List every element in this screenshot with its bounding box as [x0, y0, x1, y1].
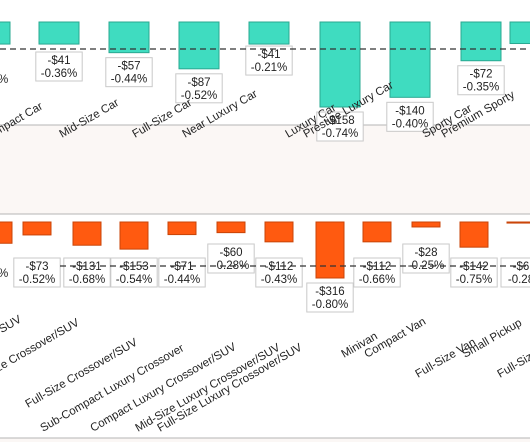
bar-bottom-label-5-percent: -0.44%	[164, 274, 200, 286]
bar-label-7-box	[457, 65, 505, 96]
bar-label-2-percent: -0.44%	[111, 74, 147, 86]
bar-label-5-box	[316, 111, 364, 142]
percent-label-partial-left: %	[0, 74, 8, 86]
bar-bottom-label-3-percent: -0.68%	[69, 274, 105, 286]
bar-bottom-5	[167, 221, 197, 236]
bar-bottom-12	[506, 221, 530, 224]
bar-bottom-label-5-box	[158, 257, 206, 288]
bar-label-7-percent: -0.35%	[463, 82, 499, 94]
bar-bottom-label-9-value: -$112	[363, 261, 392, 273]
bar-bottom-label-4-percent: -0.54%	[116, 274, 152, 286]
bar-bottom-label-12-box	[500, 257, 530, 288]
bar-bottom-label-7-value: -$112	[265, 261, 294, 273]
bar-label-2-box	[105, 57, 153, 88]
bar-label-4-value: -$41	[257, 49, 280, 61]
bar-bottom-label-8-value: -$316	[315, 286, 344, 298]
bar-bottom-label-2-value: -$73	[25, 261, 48, 273]
bar-bottom-label-7-box	[255, 257, 303, 288]
bar-bottom-label-7-percent: -0.43%	[261, 274, 297, 286]
bar-2	[108, 21, 150, 54]
bar-bottom-label-4-value: -$153	[119, 261, 148, 273]
bar-bottom-label-8-box	[306, 282, 354, 313]
bar-bottom-label-8-percent: -0.80%	[312, 299, 348, 311]
bar-6	[389, 21, 431, 98]
bar-bottom-8	[315, 221, 345, 279]
bar-label-4-percent: -0.21%	[251, 62, 287, 74]
bar-bottom-label-10-percent: -0.25%	[408, 260, 444, 272]
bar-bottom-label-4-box	[110, 257, 158, 288]
bar-partial-left	[0, 21, 11, 45]
bar-5	[319, 21, 361, 108]
bar-bottom-label-2-percent: -0.52%	[19, 274, 55, 286]
bar-label-1-percent: -0.36%	[41, 68, 77, 80]
bar-bottom-label-3-value: -$131	[72, 261, 101, 273]
bar-label-4-box	[245, 45, 293, 76]
bar-bottom-3	[72, 221, 102, 246]
bar-4	[248, 21, 290, 45]
bar-label-2-value: -$57	[117, 61, 140, 73]
bar-bottom-label-10-value: -$28	[414, 247, 437, 259]
bar-bottom-label-9-percent: -0.66%	[359, 274, 395, 286]
bar-bottom-2	[22, 221, 52, 236]
bar-bottom-label-2-box	[13, 257, 61, 288]
bar-label-5-percent: -0.74%	[322, 128, 358, 140]
bar-bottom-label-11-percent: -0.75%	[456, 274, 492, 286]
bar-bottom-10	[411, 221, 441, 228]
bar-label-3-value: -$87	[187, 77, 210, 89]
bar-bottom-label-5-value: -$71	[170, 261, 193, 273]
bar-label-1-box	[35, 51, 83, 82]
bar-bottom-label-11-box	[450, 257, 498, 288]
bar-label-6-value: -$140	[395, 105, 424, 117]
bar-bottom-label-3-box	[63, 257, 111, 288]
bar-bottom-label-12-percent: -0.28	[508, 274, 530, 286]
bar-bottom-label-12-value: -$6	[513, 261, 530, 273]
percent-label-partial-bottom: %	[0, 268, 8, 280]
bar-label-3-box	[175, 73, 223, 104]
bar-label-6-percent: -0.40%	[392, 118, 428, 130]
bar-bottom-11	[459, 221, 489, 248]
bar-bottom-6	[216, 221, 246, 234]
bar-label-5-value: -$158	[325, 115, 354, 127]
bar-bottom-label-6-value: -$60	[219, 247, 242, 259]
bar-bottom-7	[264, 221, 294, 243]
bar-8	[509, 21, 530, 45]
bar-label-7-value: -$72	[469, 69, 492, 81]
bar-label-1-value: -$41	[47, 55, 70, 67]
bar-3	[178, 21, 220, 70]
bar-7	[460, 21, 502, 62]
bar-1	[38, 21, 80, 45]
bar-bottom-4	[119, 221, 149, 250]
bar-bottom-9	[362, 221, 392, 243]
bar-label-3-percent: -0.52%	[181, 90, 217, 102]
bar-bottom-label-10-box	[402, 243, 450, 274]
bar-label-6-box	[386, 101, 434, 132]
bar-bottom-1	[0, 221, 13, 244]
bar-bottom-label-9-box	[353, 257, 401, 288]
bar-bottom-label-11-value: -$142	[459, 261, 488, 273]
bar-bottom-label-6-box	[207, 243, 255, 274]
